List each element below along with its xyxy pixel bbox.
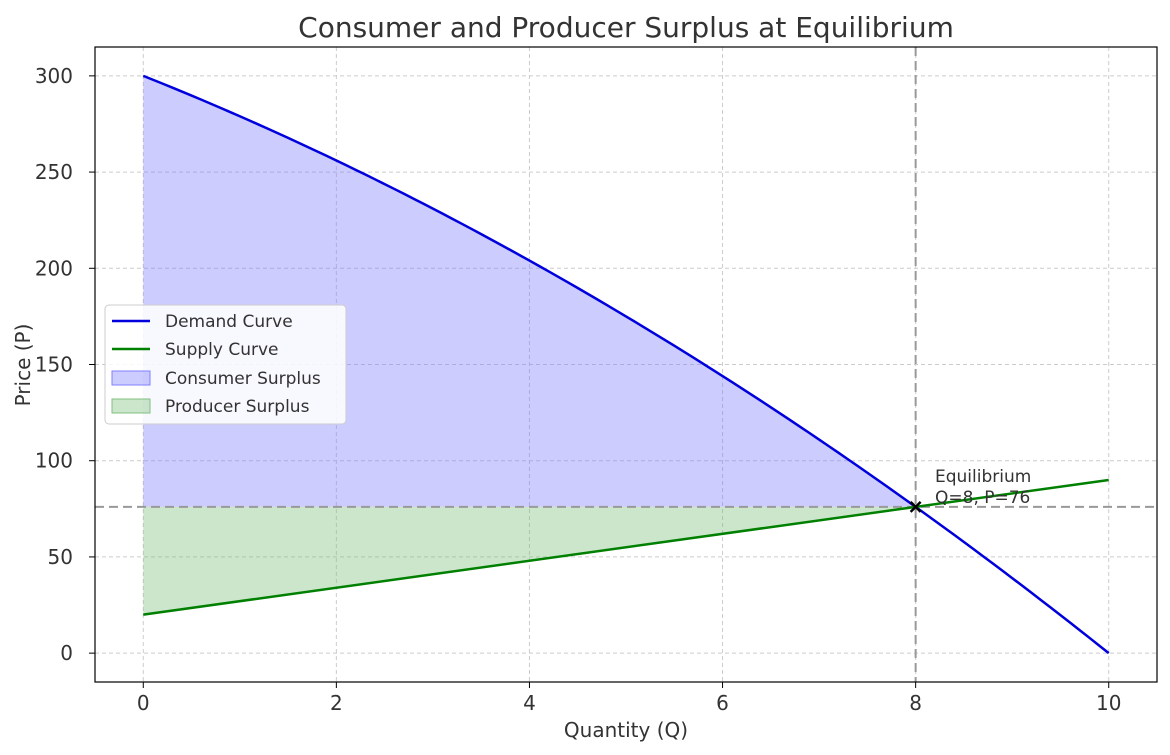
legend-supply-label: Supply Curve [165, 340, 279, 360]
legend-consumer-swatch [111, 370, 151, 386]
curves [95, 47, 1157, 682]
supply-curve [143, 478, 1109, 616]
y-tick-label: 200 [35, 256, 73, 280]
demand-curve [142, 74, 1110, 655]
x-axis-label: Quantity (Q) [564, 718, 688, 742]
y-axis-label: Price (P) [11, 324, 35, 407]
x-tick-label: 0 [137, 691, 150, 715]
equilibrium-label-line1: Equilibrium [935, 467, 1031, 487]
y-tick-label: 250 [35, 160, 73, 184]
y-tick-label: 100 [35, 449, 73, 473]
x-tick-label: 2 [330, 691, 343, 715]
x-tick-label: 8 [909, 691, 922, 715]
x-tick-label: 4 [523, 691, 536, 715]
y-tick-label: 150 [35, 353, 73, 377]
legend-producer-label: Producer Surplus [165, 397, 310, 417]
equilibrium-label-line2: Q=8, P=76 [935, 488, 1030, 508]
equilibrium-marker [909, 501, 922, 513]
x-tick-label: 10 [1096, 691, 1121, 715]
legend-consumer-label: Consumer Surplus [165, 369, 321, 389]
plot-frame [94, 46, 1158, 683]
chart-title: Consumer and Producer Surplus at Equilib… [298, 11, 954, 44]
legend-producer-swatch [111, 398, 151, 414]
y-tick-label: 50 [48, 545, 73, 569]
y-tick-label: 300 [35, 64, 73, 88]
legend-box [104, 304, 347, 425]
legend-demand-label: Demand Curve [165, 312, 293, 332]
legend: Demand Curve Supply Curve Consumer Surpl… [104, 304, 347, 425]
x-tick-label: 6 [716, 691, 729, 715]
y-tick-label: 0 [60, 641, 73, 665]
